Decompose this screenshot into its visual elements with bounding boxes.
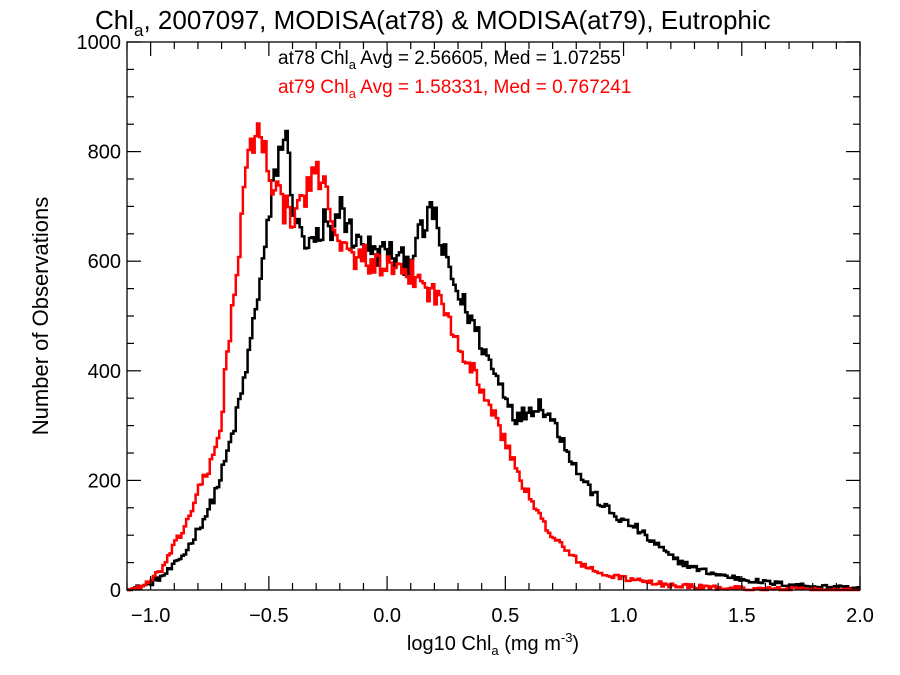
y-axis-label: Number of Observations [28, 197, 53, 435]
annotation-at78-rest: Avg = 2.56605, Med = 1.07255 [356, 48, 621, 69]
series-at78-line [127, 129, 860, 592]
x-tick-label: 0.5 [491, 605, 519, 627]
x-axis-label-sub: a [491, 643, 499, 658]
x-axis-label-suffix: ) [572, 633, 579, 655]
x-axis-label-prefix: log10 Chl [407, 633, 492, 655]
plot-frame [126, 41, 861, 591]
annotation-at79-prefix: at79 Chl [278, 77, 349, 98]
x-tick-label: −0.5 [249, 605, 288, 627]
annotation-at79-sub: a [349, 86, 357, 101]
x-tick-label: 1.5 [728, 605, 756, 627]
y-tick-label: 600 [88, 251, 121, 273]
annotation-at79-rest: Avg = 1.58331, Med = 0.767241 [356, 77, 631, 98]
y-axis-ticks [127, 41, 860, 591]
x-axis-label: log10 Chla (mg m-3) [407, 630, 579, 658]
y-tick-label: 200 [88, 470, 121, 492]
annotation-at78-prefix: at78 Chl [278, 48, 349, 69]
annotation-at78: at78 Chla Avg = 2.56605, Med = 1.07255 [278, 48, 621, 72]
x-axis-label-sup: -3 [561, 630, 573, 645]
y-axis-tick-labels: 0 200 400 600 800 1000 [77, 32, 122, 602]
chart-title-prefix: Chl [95, 5, 134, 35]
y-tick-label: 1000 [77, 32, 122, 54]
chart-title-sub: a [134, 21, 144, 40]
annotation-at78-sub: a [349, 57, 357, 72]
chart-title: Chla, 2007097, MODISA(at78) & MODISA(at7… [95, 5, 771, 40]
x-axis-tick-labels: −1.0 −0.5 0.0 0.5 1.0 1.5 2.0 [131, 605, 874, 627]
x-tick-label: 2.0 [846, 605, 874, 627]
y-tick-label: 400 [88, 361, 121, 383]
annotation-at79: at79 Chla Avg = 1.58331, Med = 0.767241 [278, 77, 631, 101]
chart-title-rest: , 2007097, MODISA(at78) & MODISA(at79), … [143, 5, 770, 35]
y-tick-label: 800 [88, 142, 121, 164]
x-tick-label: 1.0 [610, 605, 638, 627]
x-axis-ticks [126, 42, 861, 590]
y-tick-label: 0 [110, 580, 121, 602]
x-axis-label-mid: (mg m [499, 633, 561, 655]
x-tick-label: −1.0 [131, 605, 170, 627]
series-at79-line [127, 122, 860, 592]
x-tick-label: 0.0 [373, 605, 401, 627]
series-group [127, 122, 860, 592]
